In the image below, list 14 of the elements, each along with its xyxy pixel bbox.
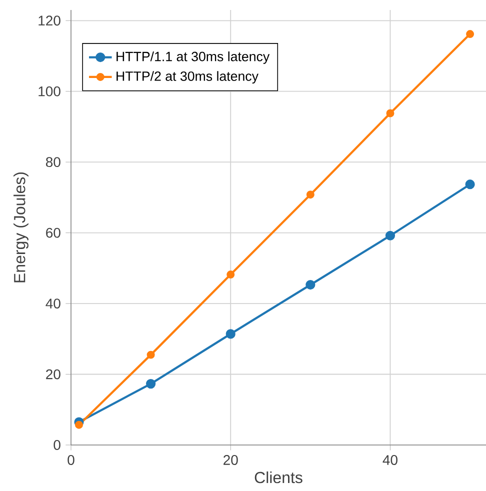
y-axis-title: Energy (Joules)	[14, 172, 28, 282]
y-tick-label: 100	[38, 86, 60, 96]
y-tick-label: 60	[46, 228, 60, 238]
x-axis-title: Clients	[254, 471, 302, 484]
legend-label: HTTP/2 at 30ms latency	[116, 71, 258, 84]
x-tick-label: 20	[224, 455, 238, 465]
y-tick-label: 20	[46, 369, 60, 380]
y-tick-label: 0	[54, 440, 60, 450]
y-tick-label: 80	[46, 157, 60, 168]
x-tick-label: 0	[68, 455, 74, 465]
y-tick-label: 40	[46, 298, 60, 308]
x-tick-label: 40	[382, 455, 398, 465]
legend-label: HTTP/1.1 at 30ms latency	[116, 51, 270, 64]
y-tick-label: 120	[38, 16, 60, 26]
